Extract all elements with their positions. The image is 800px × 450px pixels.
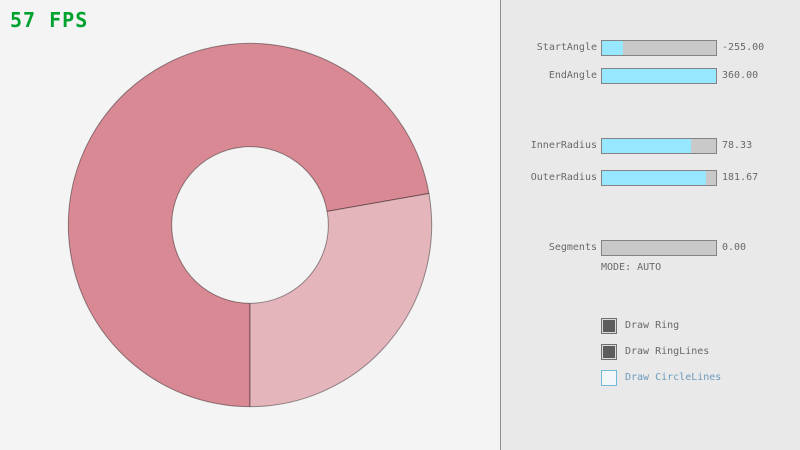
draw-ringlines-checkbox[interactable] xyxy=(601,344,617,360)
inner-radius-label: InnerRadius xyxy=(530,140,597,151)
inner-radius-slider-row: InnerRadius 78.33 xyxy=(501,138,800,154)
end-angle-label: EndAngle xyxy=(548,70,597,81)
inner-radius-value: 78.33 xyxy=(722,140,753,151)
end-angle-slider-row: EndAngle 360.00 xyxy=(501,68,800,84)
ring-chart xyxy=(67,42,433,408)
draw-ringlines-checkbox-row: Draw RingLines xyxy=(601,344,800,360)
inner-radius-slider[interactable] xyxy=(601,138,717,154)
end-angle-slider-fill xyxy=(602,69,716,83)
controls-panel: StartAngle -255.00 EndAngle 360.00 Inner… xyxy=(500,0,800,450)
segments-value: 0.00 xyxy=(722,242,747,253)
start-angle-slider[interactable] xyxy=(601,40,717,56)
draw-circlelines-checkbox-row: Draw CircleLines xyxy=(601,370,800,386)
draw-circlelines-checkbox[interactable] xyxy=(601,370,617,386)
ring-overlap-segment xyxy=(67,42,430,408)
draw-ring-checkbox-label: Draw Ring xyxy=(625,320,680,331)
segments-mode-text: MODE: AUTO xyxy=(601,262,662,273)
inner-radius-slider-fill xyxy=(602,139,691,153)
outer-radius-slider-fill xyxy=(602,171,706,185)
draw-ring-checkbox[interactable] xyxy=(601,318,617,334)
outer-radius-label: OuterRadius xyxy=(530,172,597,183)
end-angle-value: 360.00 xyxy=(722,70,759,81)
draw-circlelines-checkbox-label: Draw CircleLines xyxy=(625,372,722,383)
outer-radius-slider[interactable] xyxy=(601,170,717,186)
start-angle-label: StartAngle xyxy=(536,42,597,53)
start-angle-slider-row: StartAngle -255.00 xyxy=(501,40,800,56)
outer-radius-value: 181.67 xyxy=(722,172,759,183)
start-angle-value: -255.00 xyxy=(722,42,765,53)
end-angle-slider[interactable] xyxy=(601,68,717,84)
ring-single-segment xyxy=(249,192,433,408)
segments-slider-row: Segments 0.00 xyxy=(501,240,800,256)
start-angle-slider-fill xyxy=(602,41,623,55)
draw-ring-checkbox-row: Draw Ring xyxy=(601,318,800,334)
draw-ringlines-checkbox-label: Draw RingLines xyxy=(625,346,710,357)
outer-radius-slider-row: OuterRadius 181.67 xyxy=(501,170,800,186)
segments-label: Segments xyxy=(548,242,597,253)
segments-slider[interactable] xyxy=(601,240,717,256)
fps-counter: 57 FPS xyxy=(10,8,89,32)
